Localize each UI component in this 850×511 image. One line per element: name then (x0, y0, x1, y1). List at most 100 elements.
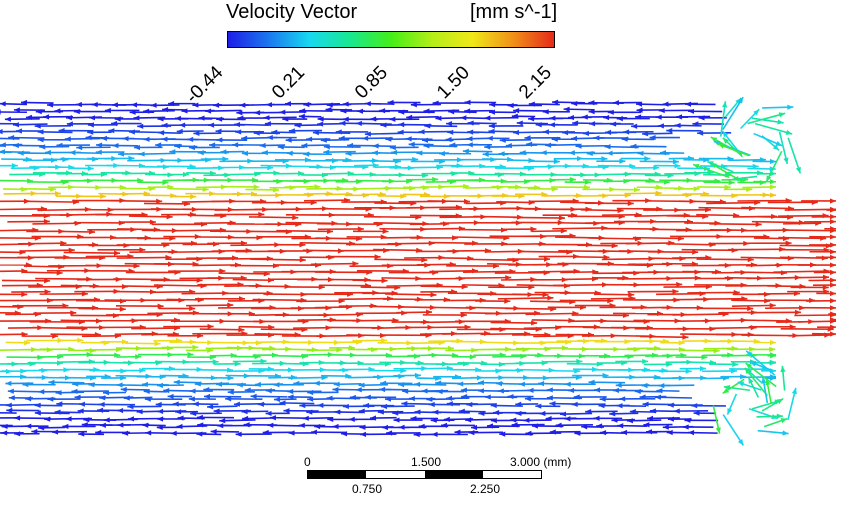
velocity-arrow (659, 150, 685, 156)
velocity-arrow (173, 379, 202, 385)
velocity-arrow (631, 165, 660, 171)
velocity-arrow (312, 130, 351, 136)
velocity-arrow (39, 144, 70, 150)
velocity-arrow (575, 143, 608, 149)
velocity-arrow (65, 367, 100, 373)
velocity-arrow (619, 396, 656, 402)
velocity-arrow (703, 179, 735, 186)
velocity-arrow (389, 144, 419, 151)
velocity-arrow (615, 358, 649, 365)
velocity-arrow (7, 388, 44, 394)
velocity-arrow (187, 354, 216, 360)
velocity-arrow (167, 393, 193, 400)
velocity-arrow (119, 219, 156, 225)
velocity-arrow (220, 149, 245, 155)
velocity-arrow (76, 144, 111, 151)
velocity-arrow (380, 380, 413, 386)
velocity-arrow (58, 337, 84, 343)
velocity-arrow (147, 184, 174, 190)
velocity-arrow (611, 187, 640, 193)
velocity-arrow (377, 409, 404, 415)
velocity-arrow (787, 137, 802, 174)
velocity-arrow (211, 247, 252, 254)
velocity-arrow (62, 423, 96, 430)
velocity-arrow (405, 136, 433, 142)
velocity-arrow (0, 411, 17, 414)
velocity-arrow (154, 261, 199, 267)
velocity-arrow (112, 289, 156, 295)
velocity-arrow (279, 109, 307, 115)
velocity-arrow (719, 101, 728, 137)
velocity-arrow (179, 122, 214, 128)
velocity-arrow (763, 417, 788, 428)
velocity-arrow (412, 225, 465, 232)
velocity-arrow (123, 395, 153, 401)
velocity-arrow (87, 318, 138, 324)
velocity-arrow (25, 190, 61, 197)
velocity-arrow (538, 381, 569, 387)
velocity-arrow (114, 331, 158, 337)
velocity-arrow (616, 403, 647, 409)
velocity-arrow (691, 403, 726, 409)
velocity-arrow (563, 106, 595, 112)
velocity-arrow (271, 129, 296, 135)
velocity-arrow (338, 360, 364, 366)
velocity-arrow (815, 254, 837, 260)
velocity-arrow (698, 115, 727, 121)
velocity-arrow (603, 346, 640, 352)
velocity-arrow (524, 135, 561, 141)
velocity-arrow (58, 352, 93, 358)
velocity-arrow (287, 388, 322, 395)
velocity-arrow (752, 158, 777, 165)
velocity-arrow (300, 240, 356, 247)
velocity-arrow (627, 288, 679, 295)
velocity-arrow (579, 156, 608, 162)
velocity-arrow (1, 278, 51, 284)
velocity-arrow (24, 199, 80, 205)
velocity-arrow (747, 376, 760, 398)
velocity-arrow (36, 354, 64, 360)
velocity-arrow (607, 109, 642, 115)
velocity-arrow (64, 136, 101, 142)
velocity-arrow (358, 408, 384, 414)
velocity-arrow (451, 354, 476, 360)
velocity-arrow (168, 101, 196, 107)
velocity-arrow (545, 142, 581, 148)
velocity-arrow (423, 143, 458, 149)
velocity-arrow (466, 142, 492, 148)
velocity-arrow (515, 360, 548, 366)
velocity-arrow (301, 172, 328, 178)
velocity-arrow (455, 275, 512, 281)
velocity-arrow (515, 346, 551, 352)
velocity-arrow (87, 129, 112, 135)
velocity-arrow (761, 398, 784, 412)
velocity-arrow (726, 170, 763, 176)
velocity-arrow (588, 379, 626, 385)
velocity-arrow (539, 410, 564, 417)
velocity-arrow (459, 227, 508, 233)
velocity-arrow (643, 422, 673, 428)
velocity-arrow (612, 100, 642, 106)
velocity-arrow (560, 269, 599, 275)
velocity-arrow (76, 234, 117, 241)
velocity-arrow (207, 404, 238, 410)
velocity-arrow (706, 160, 734, 173)
velocity-arrow (5, 340, 31, 346)
velocity-arrow (658, 383, 695, 389)
velocity-arrow (144, 396, 183, 402)
velocity-arrow (435, 380, 462, 386)
velocity-arrow (552, 99, 585, 105)
velocity-arrow (274, 170, 305, 177)
velocity-arrow (647, 415, 680, 421)
velocity-arrow (811, 214, 837, 220)
velocity-arrow (0, 109, 27, 115)
velocity-arrow (594, 339, 631, 345)
velocity-arrow (581, 114, 608, 120)
velocity-arrow (584, 200, 634, 207)
velocity-arrow (745, 362, 777, 388)
velocity-arrow (393, 417, 423, 423)
velocity-arrow (313, 380, 337, 386)
velocity-arrow (14, 415, 52, 421)
velocity-arrow (225, 396, 263, 402)
velocity-arrow (753, 339, 777, 346)
